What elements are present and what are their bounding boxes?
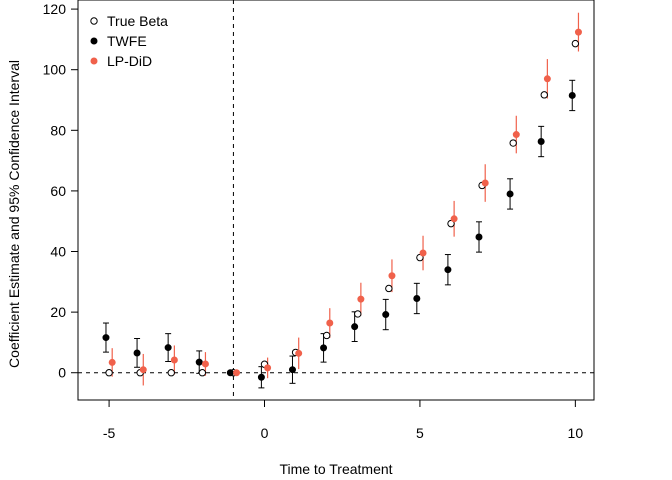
- data-point: [195, 358, 203, 366]
- data-point: [413, 294, 421, 302]
- data-point: [133, 349, 141, 357]
- y-tick-label: 100: [43, 62, 67, 78]
- data-point: [388, 272, 396, 280]
- data-point: [108, 358, 116, 366]
- data-point: [543, 75, 551, 83]
- legend-marker: [90, 57, 98, 65]
- y-tick-label: 40: [50, 244, 66, 260]
- x-tick-label: 0: [261, 425, 269, 441]
- data-point: [233, 369, 241, 377]
- data-point: [385, 284, 393, 293]
- data-point: [102, 334, 110, 342]
- data-point: [537, 138, 545, 146]
- error-bars: [102, 12, 580, 389]
- x-tick-label: 5: [416, 425, 424, 441]
- data-point: [475, 233, 483, 241]
- data-point: [288, 366, 296, 374]
- y-tick-label: 60: [50, 183, 66, 199]
- data-point: [351, 323, 359, 331]
- data-point: [419, 249, 427, 257]
- legend-marker: [90, 17, 98, 25]
- x-axis-title: Time to Treatment: [279, 461, 392, 477]
- y-tick-label: 120: [43, 1, 67, 17]
- data-point: [571, 39, 580, 48]
- y-axis: 0 20 40 60 80 100 120: [43, 1, 78, 381]
- data-point: [509, 139, 517, 147]
- legend: True Beta TWFE LP-DiD: [90, 13, 168, 69]
- data-points: [102, 28, 582, 381]
- x-tick-label: 10: [568, 425, 584, 441]
- x-axis: -5 0 5 10: [103, 400, 583, 441]
- data-point: [170, 356, 178, 364]
- data-point: [257, 373, 265, 381]
- plot-frame: [77, 0, 595, 401]
- legend-label: True Beta: [107, 13, 168, 29]
- data-point: [198, 369, 207, 377]
- x-tick-label: -5: [103, 425, 116, 441]
- data-point: [105, 369, 113, 377]
- data-point: [540, 91, 548, 99]
- data-point: [574, 28, 582, 36]
- data-point: [506, 190, 514, 198]
- data-point: [444, 266, 452, 274]
- data-point: [357, 295, 365, 303]
- reference-lines: [78, 0, 594, 400]
- data-point: [450, 215, 458, 223]
- legend-marker: [90, 37, 98, 45]
- data-point: [264, 364, 272, 372]
- legend-label: LP-DiD: [107, 53, 152, 69]
- data-point: [167, 369, 175, 377]
- data-point: [320, 344, 328, 352]
- data-point: [326, 319, 334, 327]
- data-point: [139, 366, 147, 374]
- data-point: [382, 311, 390, 319]
- y-tick-label: 80: [50, 122, 66, 138]
- data-point: [226, 369, 234, 377]
- data-point: [322, 331, 331, 340]
- data-point: [481, 179, 489, 187]
- data-point: [295, 349, 303, 357]
- y-tick-label: 20: [50, 304, 66, 320]
- legend-label: TWFE: [107, 33, 147, 49]
- data-point: [201, 360, 209, 368]
- data-point: [354, 310, 362, 318]
- data-point: [164, 344, 172, 352]
- data-point: [568, 91, 576, 99]
- data-point: [447, 219, 455, 228]
- y-axis-title: Coefficient Estimate and 95% Confidence …: [6, 60, 22, 368]
- data-point: [512, 131, 520, 139]
- y-tick-label: 0: [58, 365, 66, 381]
